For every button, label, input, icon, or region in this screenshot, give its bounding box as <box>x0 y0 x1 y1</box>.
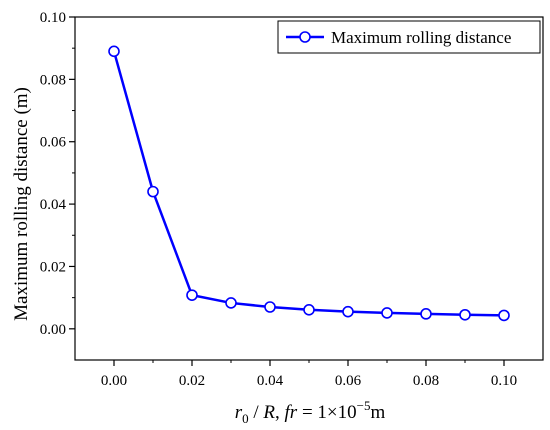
y-tick-label: 0.04 <box>40 197 67 213</box>
data-point <box>264 301 276 313</box>
data-point <box>225 297 237 309</box>
x-title-eq: = 1×10 <box>297 402 356 423</box>
legend-marker <box>299 31 311 43</box>
data-point <box>186 289 198 301</box>
data-point <box>342 305 354 318</box>
y-tick-label: 0.10 <box>40 10 66 26</box>
y-tick-label: 0.00 <box>40 322 66 338</box>
x-tick-label: 0.08 <box>413 373 439 389</box>
data-point <box>303 303 315 316</box>
y-tick-label: 0.06 <box>40 135 67 151</box>
data-point <box>381 307 393 319</box>
data-point <box>498 309 510 322</box>
y-axis: 0.00 0.02 0.04 0.06 0.08 0.10 <box>40 10 75 338</box>
data-point <box>420 308 432 320</box>
data-point <box>147 185 159 198</box>
x-title-comma: , <box>275 402 285 423</box>
x-title-sub: 0 <box>242 411 249 426</box>
data-point <box>459 308 471 321</box>
x-title-var: r <box>235 402 243 423</box>
x-title-unit: m <box>370 402 385 423</box>
x-tick-label: 0.10 <box>491 373 517 389</box>
x-axis: 0.00 0.02 0.04 0.06 0.08 0.10 <box>101 360 517 389</box>
y-axis-title: Maximum rolling distance (m) <box>11 87 32 321</box>
x-title-R: R <box>262 402 275 423</box>
x-axis-title: r0 / R, fr = 1×10−5m <box>235 398 386 426</box>
series-line <box>112 50 505 317</box>
y-tick-label: 0.02 <box>40 259 66 275</box>
y-tick-label: 0.08 <box>40 72 66 88</box>
x-title-mid: / <box>249 402 264 423</box>
x-title-fr: fr <box>285 402 298 423</box>
x-title-exp: −5 <box>357 398 371 413</box>
x-tick-label: 0.06 <box>335 373 362 389</box>
series-layer <box>108 45 510 322</box>
x-tick-label: 0.04 <box>257 373 284 389</box>
x-tick-label: 0.02 <box>179 373 205 389</box>
legend-label: Maximum rolling distance <box>331 28 511 47</box>
legend: Maximum rolling distance <box>277 20 541 54</box>
x-tick-label: 0.00 <box>101 373 127 389</box>
data-point <box>108 45 120 58</box>
